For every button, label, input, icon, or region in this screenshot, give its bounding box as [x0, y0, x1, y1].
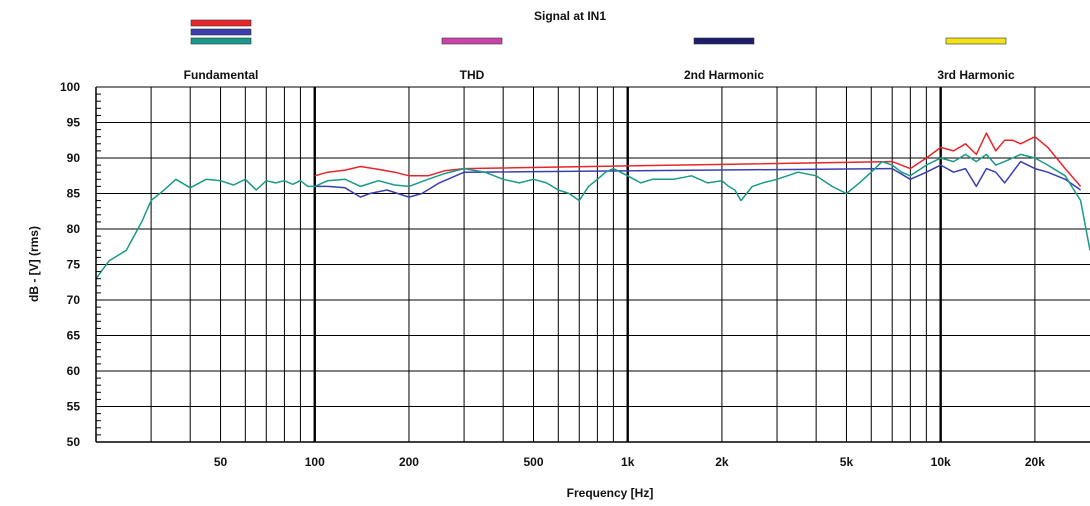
series-group: [95, 132, 1090, 280]
y-tick-label: 80: [67, 222, 81, 236]
legend-swatch: [190, 19, 252, 27]
y-tick-label: 95: [67, 116, 81, 130]
legend-swatch: [945, 37, 1007, 45]
x-tick-label: 2k: [715, 455, 729, 469]
legend: Fundamental THD 2nd Harmonic 3rd Harmonic: [184, 19, 1015, 82]
legend-swatch: [190, 28, 252, 36]
y-tick-label: 90: [67, 151, 81, 165]
x-tick-label: 500: [523, 455, 543, 469]
x-tick-label: 5k: [840, 455, 854, 469]
legend-label: Fundamental: [184, 68, 259, 82]
x-axis-label: Frequency [Hz]: [567, 486, 654, 500]
x-tick-label: 10k: [931, 455, 951, 469]
y-tick-label: 75: [67, 258, 81, 272]
y-tick-label: 55: [67, 400, 81, 414]
chart-title: Signal at IN1: [534, 9, 606, 23]
legend-swatch: [441, 37, 503, 45]
x-tick-label: 1k: [621, 455, 635, 469]
legend-swatch: [190, 37, 252, 45]
legend-swatch: [693, 37, 755, 45]
x-tick-label: 20k: [1025, 455, 1045, 469]
y-tick-labels: 100 95 90 85 80 75 70 65 60 55 50: [60, 80, 80, 449]
y-tick-label: 50: [67, 435, 81, 449]
axes: [95, 86, 1090, 443]
y-axis-label: dB - [V] (rms): [27, 226, 41, 302]
y-tick-label: 100: [60, 80, 80, 94]
series-line-1: [314, 132, 1082, 187]
x-tick-label: 200: [399, 455, 419, 469]
series-line-2: [314, 160, 1082, 198]
x-tick-label: 50: [214, 455, 228, 469]
y-tick-label: 70: [67, 293, 81, 307]
y-tick-label: 85: [67, 187, 81, 201]
legend-label: 2nd Harmonic: [684, 68, 764, 82]
legend-label: THD: [460, 68, 485, 82]
series-line-3: [95, 153, 1090, 280]
legend-label: 3rd Harmonic: [937, 68, 1015, 82]
y-tick-label: 65: [67, 329, 81, 343]
x-tick-labels: 50 100 200 500 1k 2k 5k 10k 20k: [214, 455, 1045, 469]
x-tick-label: 100: [305, 455, 325, 469]
y-tick-label: 60: [67, 364, 81, 378]
